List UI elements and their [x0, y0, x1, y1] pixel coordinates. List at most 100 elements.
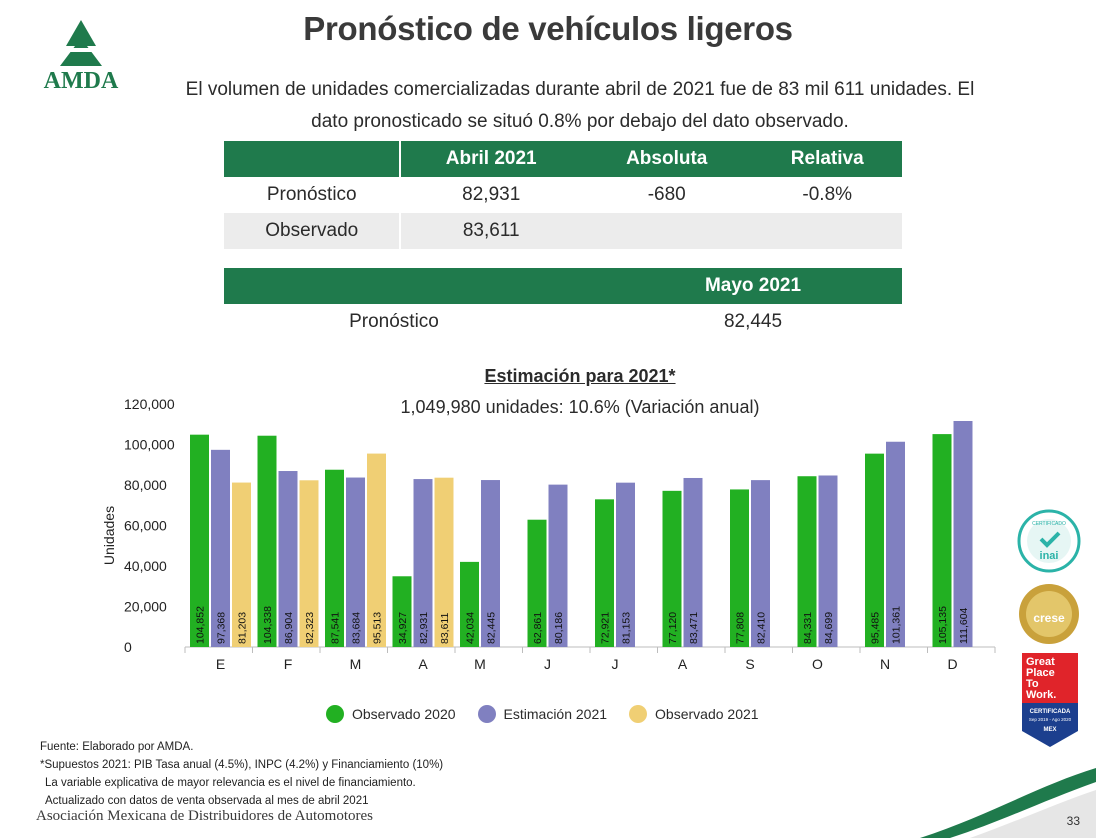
y-tick-label: 0	[124, 639, 132, 655]
x-tick-label: M	[474, 656, 486, 672]
bar	[211, 449, 230, 647]
note-assumptions: *Supuestos 2021: PIB Tasa anual (4.5%), …	[40, 759, 444, 771]
data-label: 77,120	[667, 612, 679, 644]
data-label: 80,186	[553, 612, 565, 644]
x-tick-label: J	[612, 656, 619, 672]
x-tick-label: J	[544, 656, 551, 672]
bar	[616, 482, 635, 647]
y-tick-label: 120,000	[124, 396, 175, 412]
table-cell: Observado	[224, 213, 402, 249]
chart-title: Estimación para 2021*	[484, 366, 676, 386]
data-label: 87,541	[330, 612, 342, 644]
forecast-table-april: Abril 2021 Absoluta Relativa Pronóstico …	[224, 141, 902, 249]
table-header-row: Abril 2021 Absoluta Relativa	[224, 141, 902, 177]
gptw-country: MEX	[1043, 727, 1056, 733]
data-label: 105,135	[937, 606, 949, 644]
table-row: Observado 83,611	[224, 213, 902, 249]
chart-legend: Observado 2020 Estimación 2021 Observado…	[326, 705, 759, 723]
data-label: 104,338	[262, 606, 274, 644]
legend-item: Estimación 2021	[477, 705, 608, 723]
table-cell: Pronóstico	[349, 311, 439, 332]
legend-swatch	[326, 705, 344, 723]
table-cell: -0.8%	[802, 184, 853, 205]
data-label: 34,927	[397, 612, 409, 644]
data-label: 95,513	[372, 612, 384, 644]
note-variable: La variable explicativa de mayor relevan…	[45, 777, 416, 789]
data-label: 82,445	[486, 612, 498, 644]
bar	[434, 477, 454, 647]
data-label: 86,904	[283, 612, 295, 644]
gptw-badge: Great Place To Work. CERTIFICADA Sep 201…	[1022, 653, 1078, 747]
footer-organization: Asociación Mexicana de Distribuidores de…	[36, 808, 374, 824]
bar	[595, 499, 614, 647]
gptw-cert: CERTIFICADA	[1030, 709, 1071, 715]
page-number: 33	[1066, 814, 1080, 828]
bar	[751, 480, 770, 647]
gptw-line: Work.	[1026, 689, 1056, 701]
x-tick-label: O	[812, 656, 823, 672]
footnotes: Fuente: Elaborado por AMDA. *Supuestos 2…	[40, 738, 443, 810]
data-label: 82,323	[304, 612, 316, 644]
table-header-cell: Abril 2021	[445, 148, 537, 169]
bar	[257, 435, 277, 647]
gptw-line: Great	[1026, 656, 1055, 668]
bar	[527, 519, 547, 647]
amda-logo: AMDA	[44, 20, 119, 94]
forecast-table-may: Mayo 2021 Pronóstico 82,445	[224, 268, 902, 340]
chart-subtitle: 1,049,980 unidades: 10.6% (Variación anu…	[400, 397, 760, 417]
y-tick-label: 80,000	[124, 477, 167, 493]
table-header-cell: Mayo 2021	[704, 275, 802, 296]
data-label: 62,861	[532, 612, 544, 644]
legend-swatch	[477, 705, 496, 723]
note-source: Fuente: Elaborado por AMDA.	[40, 741, 194, 753]
logo-text: AMDA	[44, 68, 119, 94]
table-header-row: Mayo 2021	[224, 268, 902, 304]
inai-cert-text: CERTIFICADO	[1032, 521, 1066, 527]
bar	[548, 484, 568, 647]
subtitle-line-1: El volumen de unidades comercializadas d…	[185, 79, 975, 100]
x-tick-label: M	[350, 656, 362, 672]
subtitle-line-2: dato pronosticado se situó 0.8% por deba…	[311, 111, 849, 132]
bar	[460, 561, 479, 647]
subtitle: El volumen de unidades comercializadas d…	[120, 74, 1040, 138]
table-cell: 82,931	[462, 184, 521, 205]
data-label: 95,485	[870, 612, 882, 644]
bar	[325, 469, 344, 647]
table-header-cell	[224, 141, 402, 177]
bar	[797, 476, 817, 647]
table-header-cell: Relativa	[790, 148, 864, 169]
legend-item: Observado 2021	[629, 705, 759, 723]
data-label: 84,699	[823, 612, 835, 644]
data-label: 83,611	[439, 613, 451, 644]
data-label: 81,153	[621, 612, 633, 644]
y-tick-label: 100,000	[124, 437, 175, 453]
corner-decoration	[920, 768, 1096, 838]
bar	[190, 434, 209, 647]
data-label: 101,361	[891, 606, 903, 644]
legend-swatch	[629, 705, 648, 723]
bar	[346, 477, 365, 647]
table-cell: 82,445	[723, 311, 783, 332]
table-header-cell: Absoluta	[626, 148, 708, 169]
x-tick-label: S	[745, 656, 754, 672]
data-label: 82,931	[418, 612, 430, 644]
bar	[278, 471, 298, 647]
bar	[413, 479, 433, 647]
crese-text: crese	[1033, 611, 1065, 625]
bar	[299, 480, 319, 647]
inai-badge: CERTIFICADO inai	[1017, 509, 1081, 573]
table-cell: 83,611	[462, 220, 520, 241]
bar	[953, 421, 973, 647]
y-axis-label: Unidades	[101, 506, 117, 565]
table-cell: Pronóstico	[224, 177, 402, 213]
data-label: 81,203	[237, 612, 249, 644]
data-label: 83,684	[351, 612, 363, 644]
gptw-line: Place	[1026, 667, 1055, 679]
bar	[367, 453, 386, 647]
legend-label: Estimación 2021	[503, 706, 608, 722]
x-tick-label: A	[678, 656, 688, 672]
legend-item: Observado 2020	[326, 705, 456, 723]
data-label: 82,410	[756, 612, 768, 644]
data-label: 111,604	[958, 607, 970, 644]
x-tick-label: A	[418, 656, 428, 672]
